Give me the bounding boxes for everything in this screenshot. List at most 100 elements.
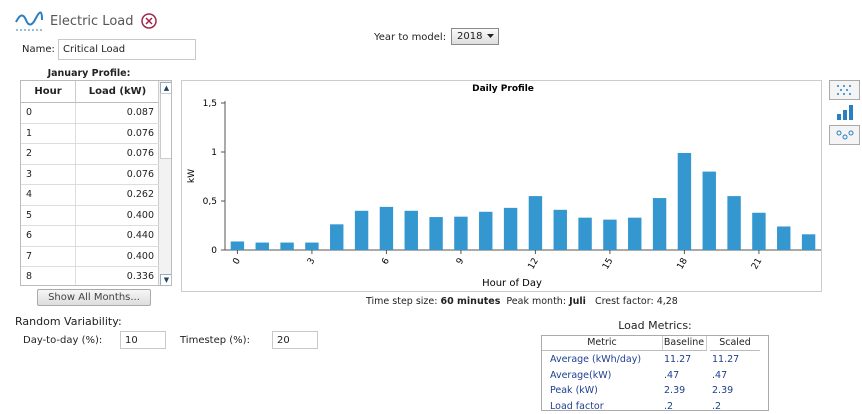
y-tick-label: 0,5 [203, 197, 217, 207]
chart-panel [181, 80, 822, 292]
table-cell: 2.39 [712, 385, 734, 396]
bar [255, 242, 269, 250]
x-tick-label: 3 [306, 257, 318, 267]
bar [230, 241, 245, 250]
header-title: Electric Load [50, 14, 134, 29]
table-cell: .47 [664, 369, 680, 381]
status-line: Time step size: 60 minutes Peak month: J… [366, 296, 678, 307]
table-cell: 0 [21, 103, 76, 124]
table-cell: 0.440 [76, 226, 159, 247]
peak-month-label: Peak month: [506, 296, 567, 307]
table-cell: 2.39 [664, 385, 686, 396]
table-cell: 7 [21, 246, 76, 267]
name-label: Name: [22, 44, 55, 55]
metrics-title: Load Metrics: [618, 319, 692, 332]
column-header: Baseline [662, 336, 707, 351]
crest-factor: Crest factor: 4,28 [594, 296, 678, 307]
x-tick-label: 12 [527, 257, 541, 272]
y-tick-label: 1 [211, 148, 217, 158]
column-header: Load (kW) [76, 81, 159, 103]
table-cell: 6 [21, 226, 76, 247]
scrollbar[interactable]: ▲ ▼ [158, 81, 171, 285]
table-cell: 3 [21, 164, 76, 185]
bar [628, 217, 642, 250]
table-cell: 0.400 [76, 206, 159, 226]
day-to-day-label: Day-to-day (%): [23, 335, 103, 346]
x-tick-label: 18 [676, 256, 691, 271]
table-cell: 11.27 [664, 354, 692, 365]
x-axis-label: Hour of Day [482, 278, 542, 289]
table-cell: 4 [21, 185, 76, 206]
table-cell: Load factor [550, 400, 604, 412]
chart: Daily Profile kW Hour of Day 0 0,5 1 1,5 0 3 6… [187, 84, 821, 289]
x-tick-label: 21 [750, 257, 764, 272]
table-cell: 0.076 [76, 144, 159, 165]
table-cell: .2 [712, 400, 722, 412]
bar [752, 212, 766, 250]
bar-view-button[interactable] [836, 104, 856, 120]
bar [305, 242, 319, 250]
bar [702, 171, 716, 250]
timestep-input[interactable]: 20 [272, 331, 318, 349]
scatter-view-button[interactable] [829, 80, 860, 100]
table-cell: .2 [664, 400, 674, 412]
table-cell: Peak (kW) [550, 385, 598, 396]
name-input[interactable]: Critical Load [58, 39, 196, 60]
column-header: Scaled [710, 336, 760, 351]
x-tick-label: 6 [380, 256, 392, 266]
year-select[interactable]: 2018 [451, 28, 499, 45]
table-cell: 8 [21, 267, 76, 285]
variability-title: Random Variability: [15, 315, 122, 328]
profile-title: January Profile: [47, 68, 131, 79]
bar [603, 219, 617, 250]
bar [330, 224, 344, 250]
table-cell: 0.087 [76, 103, 159, 124]
y-tick-label: 1,5 [203, 99, 217, 109]
table-cell: 1 [21, 123, 76, 144]
year-label: Year to model: [374, 32, 447, 43]
table-cell: 11.27 [712, 354, 740, 365]
time-step-label: Time step size: [366, 296, 438, 307]
table-cell: Average (kWh/day) [550, 354, 642, 365]
table-cell: 0.076 [76, 165, 159, 185]
dropdown-arrow [487, 34, 494, 38]
bar [454, 216, 468, 250]
y-axis-label: kW [187, 169, 197, 183]
metrics-table: Metric Baseline Scaled Average (kWh/day) 11.… [541, 335, 769, 412]
table-cell: 0.336 [76, 267, 159, 285]
time-step-value: 60 minutes [440, 296, 501, 307]
box-view-button[interactable] [829, 125, 860, 145]
bar [801, 234, 816, 250]
bar [280, 242, 294, 250]
bar [429, 217, 443, 250]
bar [528, 196, 543, 250]
bar [503, 207, 518, 250]
x-tick-label: 9 [455, 256, 467, 266]
close-button[interactable] [140, 12, 158, 30]
bar [379, 206, 394, 250]
table-cell: 5 [21, 205, 76, 226]
table-cell: .47 [712, 369, 728, 381]
day-to-day-input[interactable]: 10 [120, 331, 166, 349]
show-all-button[interactable]: Show All Months... [37, 289, 151, 306]
x-tick-label: 15 [601, 257, 615, 272]
column-header: Metric [542, 336, 663, 351]
bar [479, 211, 493, 250]
timestep-label: Timestep (%): [180, 335, 250, 346]
y-tick-label: 0 [211, 246, 217, 256]
profile-table: Hour Load (kW) ▲ ▼ 0 0.087 1 0.076 2 0.076 3 0.… [20, 80, 172, 286]
table-cell: 0.262 [76, 185, 159, 206]
table-cell: 0.076 [76, 124, 159, 144]
bar [578, 217, 592, 250]
table-cell: Average(kW) [550, 369, 612, 381]
column-header: Hour [21, 81, 76, 103]
table-cell: 2 [21, 144, 76, 165]
bar [727, 196, 741, 250]
x-tick-label: 0 [231, 256, 243, 266]
bar [354, 210, 369, 250]
bar [404, 210, 418, 250]
load-icon [15, 11, 43, 31]
bar [553, 209, 567, 250]
bar [777, 226, 791, 250]
